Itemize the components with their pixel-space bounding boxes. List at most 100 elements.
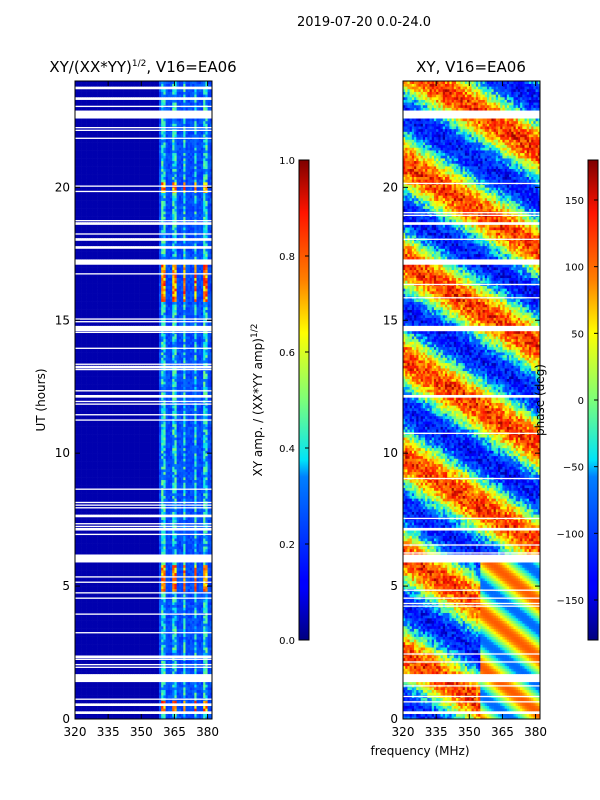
heatmap-cell: [125, 519, 129, 523]
heatmap-cell: [88, 493, 91, 496]
heatmap-cell: [147, 620, 151, 624]
heatmap-cell: [90, 477, 93, 481]
heatmap-cell: [128, 625, 131, 629]
heatmap-cell: [123, 485, 127, 489]
heatmap-cell: [90, 636, 93, 640]
heatmap-cell: [77, 516, 80, 520]
heatmap-cell: [134, 639, 138, 643]
heatmap-cell: [110, 652, 113, 656]
heatmap-cell: [156, 567, 160, 571]
heatmap-cell: [81, 508, 85, 512]
heatmap-cell: [86, 607, 89, 611]
heatmap-cell: [101, 671, 105, 675]
heatmap-cell: [207, 482, 211, 486]
heatmap-cell: [108, 615, 111, 619]
heatmap-cell: [165, 588, 169, 592]
heatmap-cell: [75, 551, 78, 555]
heatmap-cell: [205, 684, 208, 688]
heatmap-cell: [128, 564, 131, 568]
heatmap-cell: [161, 689, 164, 693]
heatmap-cell: [172, 508, 175, 512]
heatmap-cell: [134, 530, 138, 534]
heatmap-cell: [200, 493, 204, 496]
heatmap-cell: [92, 564, 96, 568]
heatmap-cell: [194, 551, 197, 555]
heatmap-cell: [125, 695, 129, 699]
heatmap-cell: [116, 516, 120, 520]
heatmap-cell: [123, 660, 127, 664]
heatmap-cell: [203, 641, 206, 645]
heatmap-cell: [185, 641, 188, 645]
heatmap-cell: [94, 633, 98, 637]
heatmap-cell: [101, 538, 105, 542]
heatmap-cell: [99, 615, 102, 619]
heatmap-cell: [112, 636, 116, 640]
heatmap-cell: [161, 535, 164, 539]
heatmap-cell: [192, 700, 195, 704]
heatmap-cell: [81, 570, 85, 574]
heatmap-cell: [165, 482, 169, 486]
heatmap-cell: [75, 708, 78, 712]
heatmap-cell: [183, 695, 186, 699]
heatmap-cell: [178, 586, 182, 590]
heatmap-cell: [200, 689, 204, 693]
heatmap-cell: [125, 493, 129, 496]
heatmap-cell: [119, 482, 122, 486]
heatmap-cell: [158, 684, 162, 688]
heatmap-cell: [194, 671, 197, 675]
heatmap-cell: [143, 700, 147, 704]
heatmap-cell: [163, 617, 166, 621]
heatmap-cell: [81, 567, 85, 571]
heatmap-cell: [192, 495, 195, 499]
heatmap-cell: [94, 649, 98, 653]
heatmap-cell: [121, 615, 124, 619]
heatmap-cell: [174, 477, 177, 481]
heatmap-cell: [170, 493, 173, 496]
heatmap-cell: [167, 599, 171, 603]
heatmap-cell: [152, 625, 155, 629]
heatmap-cell: [205, 546, 208, 550]
heatmap-cell: [189, 692, 193, 696]
heatmap-cell: [141, 482, 144, 486]
heatmap-cell: [152, 516, 155, 520]
heatmap-cell: [101, 705, 105, 709]
heatmap-cell: [181, 519, 184, 523]
heatmap-cell: [103, 538, 107, 542]
heatmap-cell: [90, 641, 93, 645]
heatmap-cell: [123, 700, 127, 704]
heatmap-cell: [161, 511, 164, 515]
heatmap-cell: [77, 567, 80, 571]
heatmap-cell: [207, 610, 211, 613]
heatmap-cell: [77, 671, 80, 675]
heatmap-cell: [103, 564, 107, 568]
heatmap-cell: [103, 647, 107, 651]
heatmap-cell: [207, 652, 211, 656]
heatmap-cell: [198, 615, 202, 619]
heatmap-cell: [81, 713, 85, 717]
heatmap-cell: [152, 689, 155, 693]
heatmap-cell: [125, 588, 129, 592]
heatmap-cell: [156, 687, 160, 691]
heatmap-cell: [183, 543, 186, 547]
heatmap-cell: [119, 615, 122, 619]
heatmap-cell: [200, 572, 204, 576]
heatmap-cell: [205, 551, 208, 555]
heatmap-cell: [145, 564, 149, 568]
heatmap-cell: [192, 540, 195, 544]
heatmap-cell: [97, 508, 100, 512]
heatmap-cell: [130, 617, 133, 621]
heatmap-cell: [119, 705, 122, 709]
heatmap-cell: [156, 551, 160, 555]
heatmap-cell: [163, 604, 166, 608]
heatmap-cell: [170, 540, 173, 544]
heatmap-cell: [123, 687, 127, 691]
heatmap-cell: [83, 594, 87, 598]
heatmap-cell: [165, 615, 169, 619]
heatmap-cell: [136, 617, 140, 621]
heatmap-cell: [196, 660, 200, 664]
heatmap-cell: [154, 540, 158, 544]
heatmap-cell: [75, 620, 78, 624]
heatmap-cell: [196, 639, 200, 643]
heatmap-cell: [189, 495, 193, 499]
heatmap-cell: [167, 572, 171, 576]
